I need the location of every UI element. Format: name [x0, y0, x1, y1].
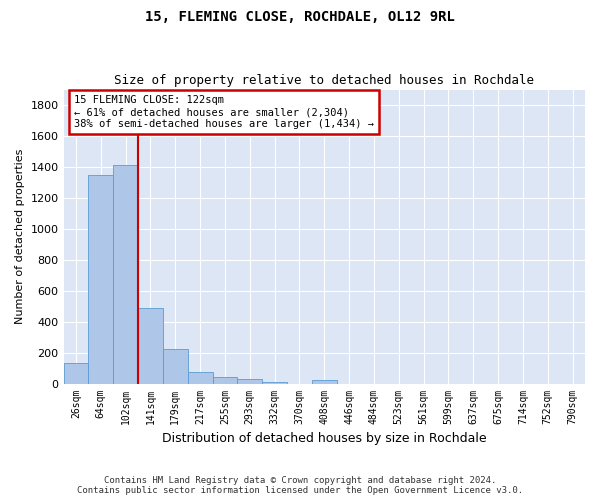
Text: 15 FLEMING CLOSE: 122sqm
← 61% of detached houses are smaller (2,304)
38% of sem: 15 FLEMING CLOSE: 122sqm ← 61% of detach… [74, 96, 374, 128]
Bar [262, 382, 287, 384]
X-axis label: Distribution of detached houses by size in Rochdale: Distribution of detached houses by size … [162, 432, 487, 445]
Bar [163, 348, 188, 384]
Text: Contains HM Land Registry data © Crown copyright and database right 2024.
Contai: Contains HM Land Registry data © Crown c… [77, 476, 523, 495]
Title: Size of property relative to detached houses in Rochdale: Size of property relative to detached ho… [114, 74, 534, 87]
Bar [238, 380, 262, 384]
Bar [113, 166, 138, 384]
Bar [88, 174, 113, 384]
Bar [188, 372, 212, 384]
Bar [312, 380, 337, 384]
Bar [212, 376, 238, 384]
Text: 15, FLEMING CLOSE, ROCHDALE, OL12 9RL: 15, FLEMING CLOSE, ROCHDALE, OL12 9RL [145, 10, 455, 24]
Bar [64, 362, 88, 384]
Y-axis label: Number of detached properties: Number of detached properties [15, 149, 25, 324]
Bar [138, 308, 163, 384]
